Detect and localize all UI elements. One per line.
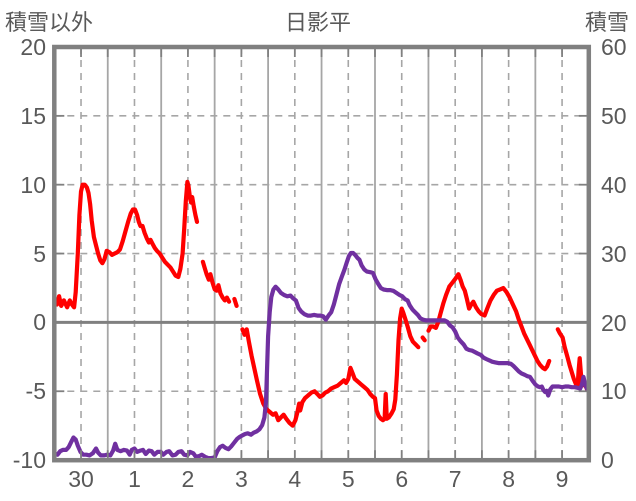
temperature-line: [56, 179, 587, 428]
left-axis-tick-label: 15: [20, 102, 46, 129]
gridlines: [54, 47, 589, 461]
left-axis-tick-label: 0: [33, 309, 46, 336]
right-axis-tick-label: 60: [601, 34, 627, 61]
x-axis-tick-label: 9: [555, 466, 569, 492]
snow-depth-line: [56, 250, 587, 458]
x-axis-tick-label: 30: [68, 466, 94, 492]
left-axis-tick-label: -10: [12, 447, 46, 474]
right-axis-tick-label: 20: [601, 309, 627, 336]
left-axis-tick-label: 10: [20, 171, 46, 198]
x-axis-tick-label: 5: [341, 466, 355, 492]
x-axis-tick-label: 2: [181, 466, 195, 492]
plot-frame: [52, 44, 592, 463]
x-axis-tick-label: 1: [128, 466, 141, 492]
left-axis-title: 積雪以外: [5, 10, 94, 35]
right-axis-tick-label: 10: [601, 378, 627, 405]
left-axis-tick-label: -5: [25, 378, 46, 405]
chart-title: 日影平: [284, 10, 351, 35]
x-axis-tick-label: 3: [234, 466, 248, 492]
left-axis-tick-label: 5: [33, 240, 46, 267]
x-axis-tick-label: 6: [395, 466, 409, 492]
axis-ticks: [53, 49, 590, 459]
right-axis-title: 積雪: [584, 10, 629, 35]
right-axis-tick-label: 40: [601, 171, 627, 198]
right-axis-tick-label: 0: [601, 447, 614, 474]
x-axis-tick-label: 4: [288, 466, 302, 492]
right-axis-tick-label: 30: [601, 240, 627, 267]
x-axis-tick-label: 8: [502, 466, 516, 492]
left-axis-tick-label: 20: [20, 34, 46, 60]
right-axis-tick-label: 50: [601, 102, 627, 129]
x-axis-tick-label: 7: [448, 466, 462, 492]
